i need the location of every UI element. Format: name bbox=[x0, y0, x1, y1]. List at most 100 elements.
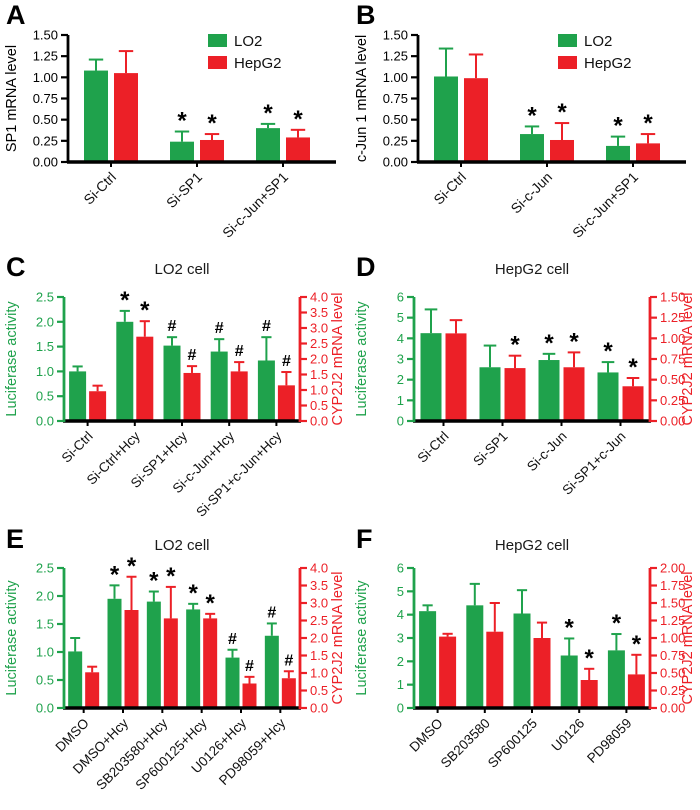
svg-text:Si-SP1: Si-SP1 bbox=[470, 429, 510, 469]
svg-text:*: * bbox=[510, 332, 520, 359]
svg-text:2.00: 2.00 bbox=[660, 561, 685, 576]
panel-c: C * * # # # # # #0.0 0.5 1.0 1.5 2.0 2.5 Luciferase a… bbox=[0, 252, 350, 524]
svg-text:3.0: 3.0 bbox=[310, 596, 328, 611]
svg-text:*: * bbox=[205, 590, 215, 617]
panel-c-letter: C bbox=[6, 252, 26, 282]
panel-e: E * * * * * * # # # #0.0 0.5 1.0 1.5 2.0 2.5 Luciferase… bbox=[0, 524, 350, 810]
svg-text:*: * bbox=[127, 553, 137, 580]
svg-text:1.00: 1.00 bbox=[660, 631, 685, 646]
svg-text:0.75: 0.75 bbox=[660, 648, 685, 663]
svg-text:*: * bbox=[612, 610, 622, 637]
svg-text:Si-c-Jun+SP1: Si-c-Jun+SP1 bbox=[219, 169, 291, 241]
svg-text:Si-SP1+c-Jun: Si-SP1+c-Jun bbox=[559, 429, 628, 498]
panel-d: D * * * * * 0 1 2 3 4 5 6 Luciferase activity 0.00 0.2… bbox=[350, 252, 700, 524]
svg-text:2.0: 2.0 bbox=[36, 314, 54, 329]
svg-text:*: * bbox=[120, 287, 130, 314]
svg-text:Si-c-Jun: Si-c-Jun bbox=[524, 429, 570, 475]
svg-text:1.5: 1.5 bbox=[36, 617, 54, 632]
svg-text:1.25: 1.25 bbox=[660, 613, 685, 628]
svg-text:1: 1 bbox=[397, 677, 404, 692]
svg-text:PD98059: PD98059 bbox=[584, 716, 634, 766]
svg-text:*: * bbox=[643, 110, 653, 137]
svg-text:1.50: 1.50 bbox=[660, 290, 685, 305]
svg-text:Si-SP1: Si-SP1 bbox=[163, 169, 205, 211]
svg-text:1.00: 1.00 bbox=[33, 70, 58, 85]
svg-text:4.0: 4.0 bbox=[310, 561, 328, 576]
svg-text:0.00: 0.00 bbox=[33, 155, 58, 170]
svg-text:*: * bbox=[188, 580, 198, 607]
svg-text:*: * bbox=[166, 563, 176, 590]
svg-text:*: * bbox=[527, 102, 537, 129]
svg-text:1.25: 1.25 bbox=[383, 49, 408, 64]
svg-text:SP1 mRNA level: SP1 mRNA level bbox=[4, 45, 20, 152]
svg-text:CYP2J2 mRNA level: CYP2J2 mRNA level bbox=[330, 572, 346, 705]
svg-text:4.0: 4.0 bbox=[310, 290, 328, 305]
svg-text:CYP2J2 mRNA level: CYP2J2 mRNA level bbox=[680, 572, 696, 705]
svg-text:0.75: 0.75 bbox=[660, 352, 685, 367]
panel-f-letter: F bbox=[356, 524, 373, 554]
svg-text:Si-Ctrl: Si-Ctrl bbox=[414, 429, 451, 466]
svg-text:3: 3 bbox=[397, 352, 404, 367]
svg-text:0.75: 0.75 bbox=[33, 91, 58, 106]
svg-text:3.0: 3.0 bbox=[310, 321, 328, 336]
svg-text:0.0: 0.0 bbox=[36, 414, 54, 429]
panel-f: F * * * * 0 1 2 3 4 5 6 Luciferase activity 0.00 0.25… bbox=[350, 524, 700, 810]
svg-text:4: 4 bbox=[397, 331, 404, 346]
svg-text:Si-Ctrl: Si-Ctrl bbox=[430, 169, 469, 208]
svg-text:2.5: 2.5 bbox=[310, 613, 328, 628]
svg-text:1.25: 1.25 bbox=[33, 49, 58, 64]
svg-text:SP600125: SP600125 bbox=[485, 716, 540, 771]
svg-text:0.25: 0.25 bbox=[383, 133, 408, 148]
svg-text:4: 4 bbox=[397, 607, 404, 622]
svg-text:2: 2 bbox=[397, 372, 404, 387]
svg-text:*: * bbox=[140, 297, 150, 324]
panel-e-letter: E bbox=[6, 524, 25, 554]
svg-text:LO2: LO2 bbox=[584, 33, 612, 50]
svg-text:0.0: 0.0 bbox=[310, 414, 328, 429]
svg-text:*: * bbox=[557, 99, 567, 126]
svg-text:0.50: 0.50 bbox=[383, 112, 408, 127]
panel-f-chart: * * * * 0 1 2 3 4 5 6 Luciferase activity 0.00 0.25 0.… bbox=[354, 537, 696, 771]
svg-text:*: * bbox=[569, 328, 579, 355]
svg-text:1.0: 1.0 bbox=[310, 383, 328, 398]
svg-text:6: 6 bbox=[397, 561, 404, 576]
svg-text:*: * bbox=[263, 100, 273, 127]
svg-text:0.25: 0.25 bbox=[660, 393, 685, 408]
svg-text:*: * bbox=[544, 330, 554, 357]
svg-text:CYP2J2 mRNA level: CYP2J2 mRNA level bbox=[680, 293, 696, 426]
svg-text:#: # bbox=[282, 353, 291, 370]
svg-text:0.75: 0.75 bbox=[383, 91, 408, 106]
svg-text:c-Jun 1 mRNA level: c-Jun 1 mRNA level bbox=[354, 35, 370, 162]
svg-text:0.5: 0.5 bbox=[310, 683, 328, 698]
panel-a-letter: A bbox=[6, 0, 26, 30]
svg-text:Si-Ctrl: Si-Ctrl bbox=[59, 429, 96, 466]
svg-text:3.5: 3.5 bbox=[310, 578, 328, 593]
svg-text:2.5: 2.5 bbox=[310, 336, 328, 351]
svg-text:1.5: 1.5 bbox=[36, 339, 54, 354]
panel-a-chart: * * * * 0.00 0.25 0.50 0.75 1.00 1.25 1.50 SP1 mRNA… bbox=[4, 28, 336, 241]
svg-text:0.5: 0.5 bbox=[310, 398, 328, 413]
svg-text:Luciferase activity: Luciferase activity bbox=[354, 301, 370, 417]
svg-text:#: # bbox=[228, 631, 237, 648]
svg-text:1.50: 1.50 bbox=[33, 28, 58, 43]
svg-text:5: 5 bbox=[397, 584, 404, 599]
svg-text:1.0: 1.0 bbox=[310, 666, 328, 681]
svg-text:0.00: 0.00 bbox=[660, 701, 685, 716]
svg-text:2.0: 2.0 bbox=[310, 631, 328, 646]
svg-text:*: * bbox=[565, 614, 575, 641]
svg-text:*: * bbox=[149, 568, 159, 595]
svg-text:0: 0 bbox=[397, 414, 404, 429]
svg-text:1.50: 1.50 bbox=[383, 28, 408, 43]
svg-text:HepG2: HepG2 bbox=[234, 55, 282, 72]
panel-e-chart: * * * * * * # # # #0.0 0.5 1.0 1.5 2.0 2.5 Luciferase a… bbox=[4, 537, 346, 793]
svg-text:1.25: 1.25 bbox=[660, 310, 685, 325]
panel-b: B * * * * 0.00 0.25 0.50 0.75 1.00 1.25 1.50 c-Jun … bbox=[350, 0, 700, 252]
svg-text:Si-c-Jun: Si-c-Jun bbox=[507, 169, 555, 217]
svg-text:0.5: 0.5 bbox=[36, 673, 54, 688]
svg-text:0.25: 0.25 bbox=[33, 133, 58, 148]
svg-text:*: * bbox=[613, 113, 623, 140]
svg-text:5: 5 bbox=[397, 310, 404, 325]
svg-text:*: * bbox=[585, 645, 595, 672]
